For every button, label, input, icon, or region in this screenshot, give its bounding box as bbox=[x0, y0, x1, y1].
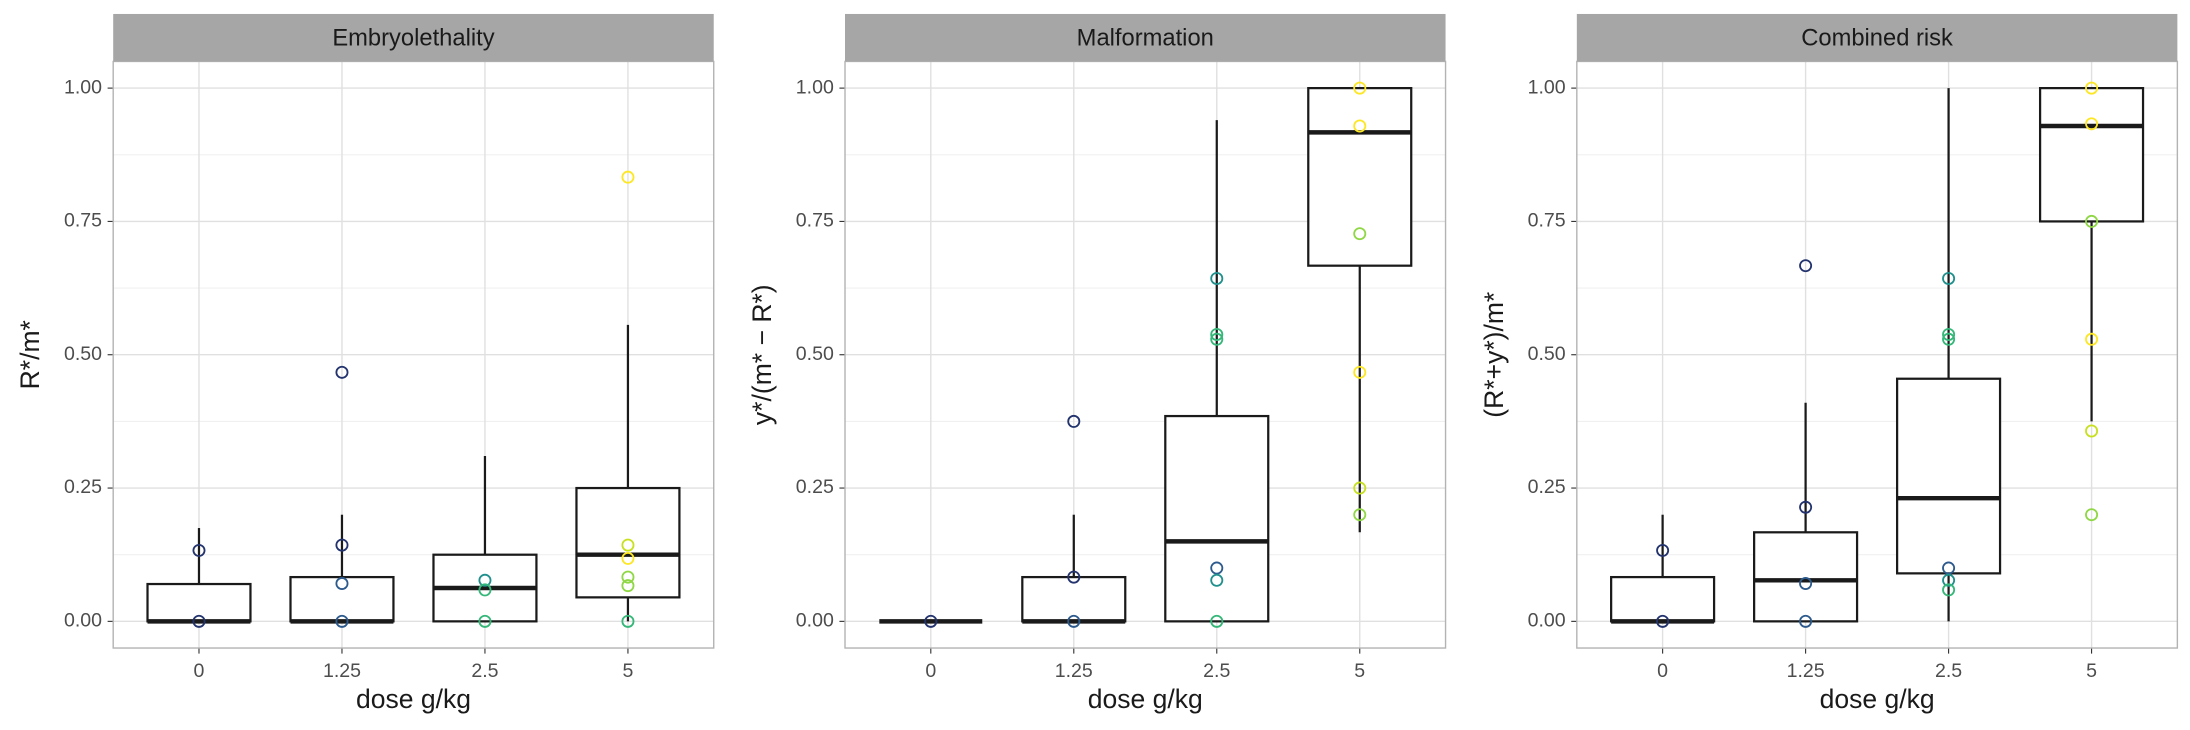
point bbox=[1942, 271, 1956, 285]
y-tick-label: 0.75 bbox=[64, 210, 102, 232]
point bbox=[924, 614, 938, 628]
box bbox=[1895, 377, 2002, 575]
point bbox=[192, 543, 206, 557]
point bbox=[1353, 481, 1367, 495]
point bbox=[1942, 573, 1956, 587]
y-tick-label: 0.50 bbox=[1528, 343, 1566, 365]
x-tick-label: 5 bbox=[1354, 660, 1365, 682]
strip-title: Malformation bbox=[1077, 25, 1214, 51]
y-axis-title: R*/m* bbox=[15, 320, 45, 389]
y-tick-label: 0.25 bbox=[796, 476, 834, 498]
point bbox=[621, 579, 635, 593]
point bbox=[1210, 332, 1224, 346]
point bbox=[1799, 259, 1813, 273]
x-tick-label: 0 bbox=[194, 660, 205, 682]
box bbox=[289, 575, 395, 623]
point bbox=[621, 551, 635, 565]
point bbox=[621, 538, 635, 552]
y-tick-label: 0.25 bbox=[1528, 476, 1566, 498]
point bbox=[2085, 214, 2099, 228]
x-axis-title: dose g/kg bbox=[1088, 684, 1203, 714]
y-tick-label: 1.00 bbox=[64, 76, 102, 98]
y-tick-label: 0.75 bbox=[1528, 210, 1566, 232]
point bbox=[335, 365, 349, 379]
point bbox=[2085, 508, 2099, 522]
point bbox=[1942, 327, 1956, 341]
strip bbox=[845, 13, 1446, 62]
point bbox=[1942, 561, 1956, 575]
y-tick-label: 0.50 bbox=[64, 343, 102, 365]
point bbox=[621, 170, 635, 184]
point bbox=[1067, 414, 1081, 428]
strip bbox=[113, 13, 714, 62]
point bbox=[1353, 81, 1367, 95]
point bbox=[1799, 500, 1813, 514]
x-tick-label: 5 bbox=[2086, 660, 2097, 682]
point bbox=[478, 573, 492, 587]
y-tick-label: 0.25 bbox=[64, 476, 102, 498]
x-tick-label: 1.25 bbox=[1787, 660, 1825, 682]
x-tick-label: 0 bbox=[925, 660, 936, 682]
y-axis-title: (R*+y*)/m* bbox=[1479, 292, 1509, 418]
point bbox=[1210, 271, 1224, 285]
point bbox=[335, 614, 349, 628]
point bbox=[335, 577, 349, 590]
point bbox=[335, 538, 349, 552]
box bbox=[1164, 414, 1270, 623]
point bbox=[1210, 614, 1224, 628]
point bbox=[1656, 543, 1670, 557]
y-tick-label: 1.00 bbox=[1528, 76, 1566, 98]
point bbox=[1353, 365, 1367, 379]
x-tick-label: 2.5 bbox=[1935, 660, 1962, 682]
x-tick-label: 1.25 bbox=[1055, 660, 1093, 682]
x-tick-label: 1.25 bbox=[323, 660, 361, 682]
y-tick-label: 0.00 bbox=[64, 610, 102, 632]
point bbox=[1942, 583, 1956, 597]
x-tick-label: 5 bbox=[623, 660, 634, 682]
x-tick-label: 2.5 bbox=[1203, 660, 1230, 682]
box bbox=[1307, 86, 1413, 267]
x-tick-label: 2.5 bbox=[471, 660, 498, 682]
strip-title: Embryolethality bbox=[332, 25, 494, 51]
point bbox=[1799, 614, 1813, 628]
point bbox=[1656, 614, 1670, 628]
point bbox=[2085, 81, 2099, 95]
x-axis-title: dose g/kg bbox=[1820, 684, 1935, 714]
box bbox=[2038, 86, 2145, 223]
point bbox=[2085, 117, 2099, 131]
point bbox=[1799, 577, 1813, 590]
y-tick-label: 0.00 bbox=[1528, 610, 1566, 632]
point bbox=[1067, 614, 1081, 628]
point bbox=[1210, 561, 1224, 575]
y-tick-label: 1.00 bbox=[796, 76, 834, 98]
x-axis-title: dose g/kg bbox=[356, 684, 471, 714]
point bbox=[621, 614, 635, 628]
point bbox=[478, 583, 492, 597]
y-tick-label: 0.50 bbox=[796, 343, 834, 365]
point bbox=[1353, 227, 1367, 241]
point bbox=[478, 614, 492, 628]
point bbox=[1067, 570, 1081, 584]
y-axis-title: y*/(m* − R*) bbox=[747, 284, 777, 425]
strip-title: Combined risk bbox=[1801, 25, 1953, 51]
point bbox=[2085, 424, 2099, 438]
box bbox=[1610, 575, 1716, 623]
x-tick-label: 0 bbox=[1657, 660, 1668, 682]
y-tick-label: 0.75 bbox=[796, 210, 834, 232]
point bbox=[2085, 332, 2099, 346]
y-tick-label: 0.00 bbox=[796, 610, 834, 632]
point bbox=[621, 570, 635, 584]
box bbox=[575, 486, 681, 599]
point bbox=[1210, 573, 1224, 587]
box bbox=[1021, 575, 1127, 623]
box bbox=[1753, 531, 1859, 623]
point bbox=[1942, 332, 1956, 346]
strip bbox=[1576, 13, 2178, 62]
point bbox=[1210, 327, 1224, 341]
point bbox=[1353, 508, 1367, 522]
point bbox=[192, 614, 206, 628]
point bbox=[1353, 119, 1367, 133]
